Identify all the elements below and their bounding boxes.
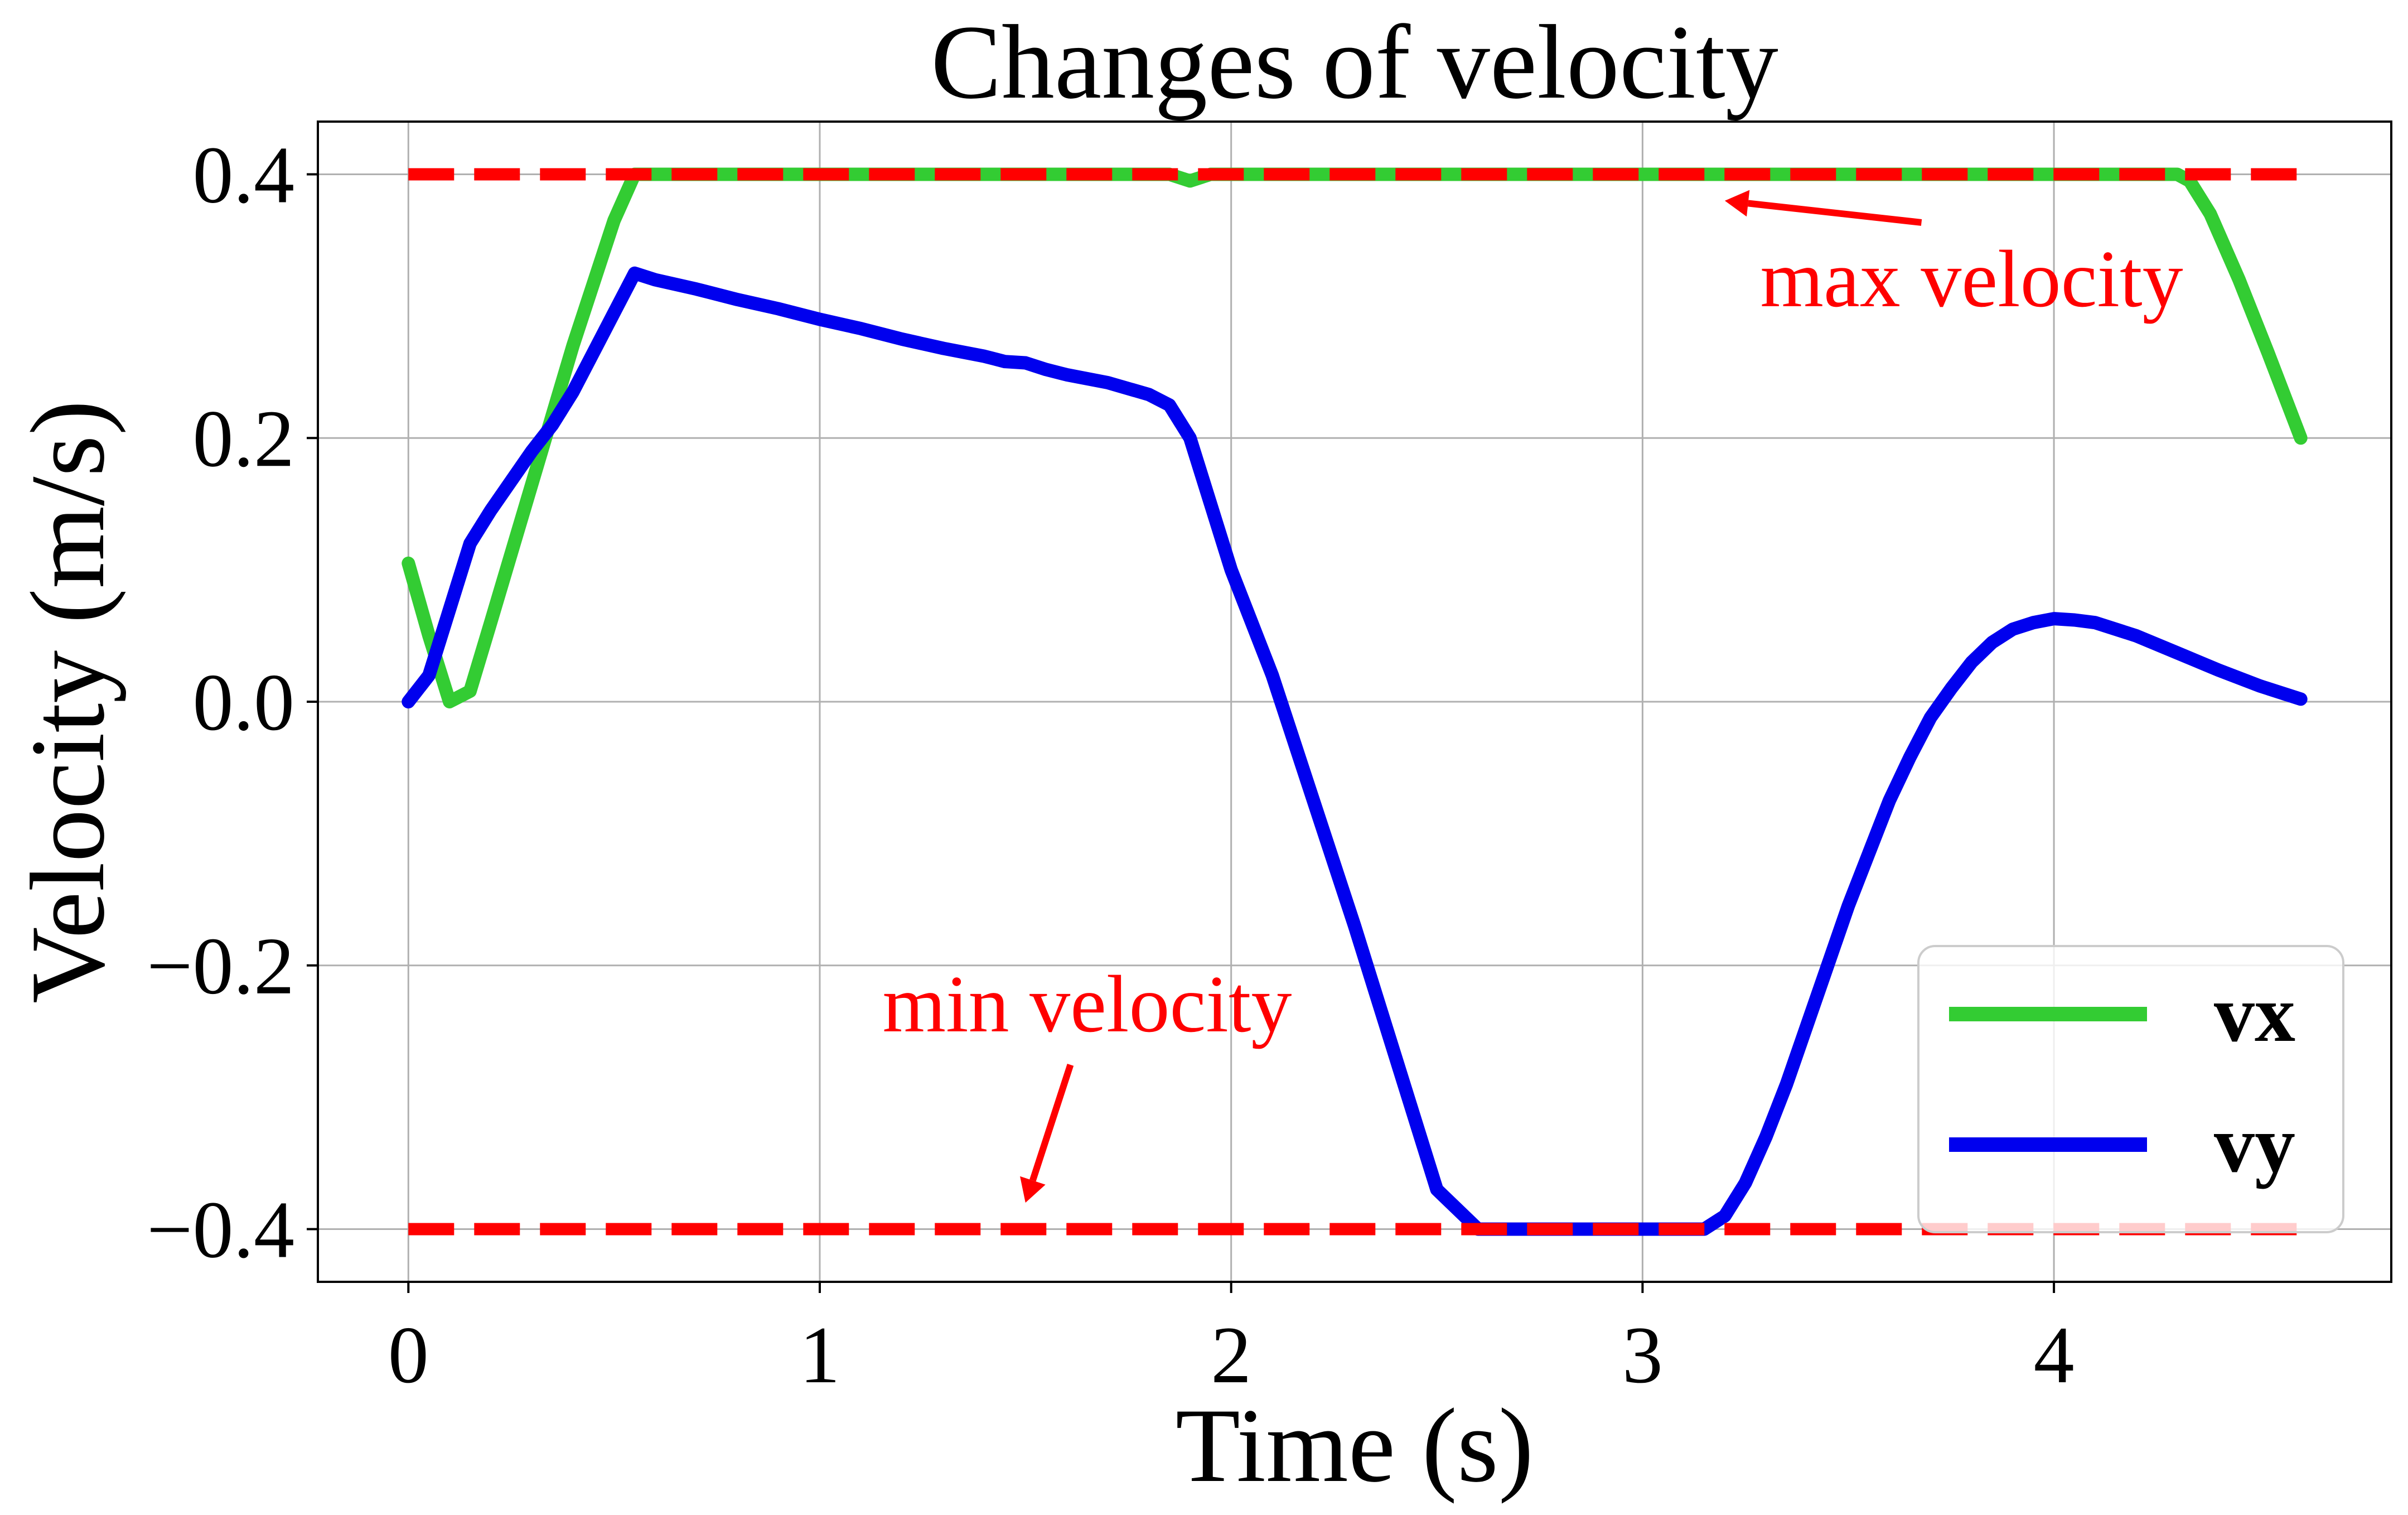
legend-label-vy: vy bbox=[2214, 1099, 2295, 1189]
y-tick-label: 0.2 bbox=[193, 393, 295, 484]
annotation-arrow bbox=[1748, 200, 1922, 226]
x-tick-label: 2 bbox=[1211, 1310, 1251, 1400]
x-tick-label: 1 bbox=[799, 1310, 840, 1400]
annotation-arrowhead bbox=[1020, 1176, 1046, 1203]
series-layer bbox=[402, 167, 2308, 1236]
series-line-vy bbox=[402, 266, 2308, 1236]
y-tick-label: 0.4 bbox=[193, 130, 295, 220]
x-tick-label: 4 bbox=[2034, 1310, 2075, 1400]
annotation-label: max velocity bbox=[1760, 234, 2183, 324]
annotation-arrowhead bbox=[1724, 190, 1750, 217]
annotations: max velocity min velocity bbox=[883, 190, 2183, 1203]
ticks: 0 1 2 3 4 −0.4 −0.2 0.0 0.2 0.4 bbox=[147, 130, 2074, 1400]
y-tick-label: −0.4 bbox=[147, 1184, 294, 1275]
annotation-arrow bbox=[1029, 1064, 1074, 1182]
chart-title: Changes of velocity bbox=[931, 4, 1778, 121]
legend: vx vy bbox=[1917, 945, 2344, 1233]
x-axis-label: Time (s) bbox=[1176, 1387, 1534, 1504]
y-tick-label: −0.2 bbox=[147, 921, 294, 1011]
annotation-label: min velocity bbox=[883, 959, 1292, 1049]
y-axis-label: Velocity (m/s) bbox=[9, 400, 127, 1003]
x-tick-label: 0 bbox=[388, 1310, 429, 1400]
legend-label-vx: vx bbox=[2214, 968, 2295, 1059]
y-tick-label: 0.0 bbox=[193, 657, 295, 747]
x-tick-label: 3 bbox=[1622, 1310, 1663, 1400]
